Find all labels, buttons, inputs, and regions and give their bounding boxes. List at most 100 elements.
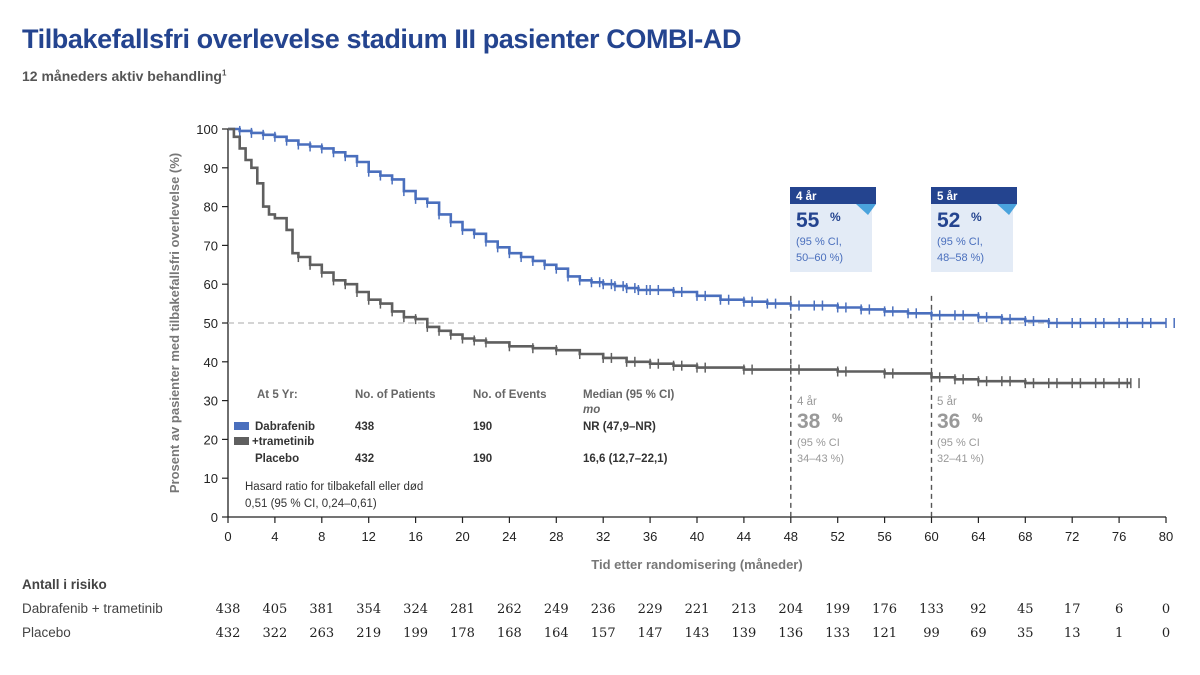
- y-tick-label: 30: [204, 394, 218, 409]
- callout-value: 55: [796, 209, 820, 232]
- risk-table-title: Antall i risiko: [22, 577, 107, 592]
- x-tick-label: 72: [1065, 529, 1079, 544]
- risk-value-dabrafenib: 92: [970, 602, 987, 617]
- x-tick-label: 8: [318, 529, 325, 544]
- y-axis-label: Prosent av pasienter med tilbakefallsfri…: [167, 153, 182, 493]
- risk-value-placebo: 99: [923, 626, 940, 641]
- placebo-label-ci-2: 32–41 %): [937, 453, 984, 465]
- placebo-label-value: 38: [797, 410, 821, 433]
- x-tick-label: 16: [408, 529, 422, 544]
- risk-value-dabrafenib: 249: [544, 602, 569, 617]
- subtitle-text: 12 måneders aktiv behandling: [22, 68, 222, 84]
- y-tick-label: 10: [204, 471, 218, 486]
- risk-value-placebo: 13: [1064, 626, 1081, 641]
- x-tick-label: 76: [1112, 529, 1126, 544]
- callout-ci-1: (95 % CI,: [796, 236, 842, 248]
- callout-5-year: 5 år 52 % (95 % CI, 48–58 %): [931, 187, 1017, 272]
- series-placebo-line: [228, 127, 1131, 385]
- callout-ci-1: (95 % CI,: [937, 236, 983, 248]
- hazard-ratio-line-2: 0,51 (95 % CI, 0,24–0,61): [245, 498, 377, 510]
- risk-row-label-dabrafenib: Dabrafenib + trametinib: [22, 601, 163, 616]
- risk-value-placebo: 35: [1017, 626, 1034, 641]
- x-ticks: 0 4 8 12 16 20 24 28 32 36 40 44 48 52 56 60 64 68 72 76 80: [224, 517, 1173, 544]
- placebo-label-unit: %: [972, 411, 983, 425]
- risk-value-dabrafenib: 229: [638, 602, 663, 617]
- callout-header-bar: [931, 187, 1017, 204]
- x-tick-label: 40: [690, 529, 704, 544]
- page-title: Tilbakefallsfri overlevelse stadium III …: [22, 24, 742, 54]
- x-tick-label: 80: [1159, 529, 1173, 544]
- risk-value-placebo: 133: [825, 626, 850, 641]
- stats-row-placebo-patients: 432: [355, 453, 374, 465]
- placebo-label-5-year: 5 år 36 % (95 % CI 32–41 %): [937, 396, 984, 465]
- y-tick-label: 50: [204, 316, 218, 331]
- placebo-label-unit: %: [832, 411, 843, 425]
- x-tick-label: 52: [830, 529, 844, 544]
- risk-value-placebo: 1: [1115, 626, 1123, 641]
- x-tick-label: 0: [224, 529, 231, 544]
- y-tick-label: 100: [196, 122, 218, 137]
- risk-value-dabrafenib: 45: [1017, 602, 1034, 617]
- risk-value-dabrafenib: 281: [450, 602, 475, 617]
- y-tick-label: 90: [204, 161, 218, 176]
- risk-value-dabrafenib: 204: [778, 602, 803, 617]
- risk-row-label-placebo: Placebo: [22, 625, 71, 640]
- x-tick-label: 28: [549, 529, 563, 544]
- legend-swatch-placebo: [234, 437, 249, 445]
- callout-4-year: 4 år 55 % (95 % CI, 50–60 %): [790, 187, 876, 272]
- placebo-label-ci-1: (95 % CI: [797, 437, 840, 449]
- risk-value-placebo: 432: [216, 626, 241, 641]
- stats-row-placebo-median: 16,6 (12,7–22,1): [583, 453, 668, 465]
- risk-value-placebo: 143: [685, 626, 710, 641]
- risk-value-dabrafenib: 133: [919, 602, 944, 617]
- x-tick-label: 68: [1018, 529, 1032, 544]
- x-tick-label: 12: [361, 529, 375, 544]
- callout-ci-2: 50–60 %): [796, 252, 843, 264]
- risk-value-placebo: 168: [497, 626, 522, 641]
- risk-value-dabrafenib: 213: [731, 602, 756, 617]
- risk-value-dabrafenib: 176: [872, 602, 897, 617]
- risk-value-placebo: 164: [544, 626, 569, 641]
- risk-value-placebo: 178: [450, 626, 475, 641]
- x-tick-label: 60: [924, 529, 938, 544]
- subtitle-reference: 1: [221, 68, 227, 78]
- callout-header-bar: [790, 187, 876, 204]
- stats-row-dabrafenib-label-1: Dabrafenib: [255, 421, 315, 433]
- x-tick-label: 64: [971, 529, 985, 544]
- risk-value-placebo: 69: [970, 626, 987, 641]
- risk-value-dabrafenib: 324: [403, 602, 428, 617]
- callout-header: 5 år: [937, 191, 958, 203]
- callout-value: 52: [937, 209, 960, 232]
- x-tick-label: 20: [455, 529, 469, 544]
- callout-header: 4 år: [796, 191, 817, 203]
- risk-value-placebo: 219: [356, 626, 381, 641]
- callout-unit: %: [830, 210, 841, 224]
- y-ticks: 0 10 20 30 40 50 60 70 80 90 100: [196, 122, 228, 525]
- risk-value-placebo: 263: [309, 626, 334, 641]
- page-subtitle: 12 måneders aktiv behandling1: [22, 68, 226, 84]
- risk-value-dabrafenib: 236: [591, 602, 616, 617]
- risk-value-placebo: 136: [778, 626, 803, 641]
- risk-value-dabrafenib: 262: [497, 602, 522, 617]
- y-tick-label: 70: [204, 238, 218, 253]
- stats-header-median: Median (95 % CI): [583, 389, 675, 401]
- y-tick-label: 40: [204, 355, 218, 370]
- x-tick-label: 44: [737, 529, 751, 544]
- risk-values: 438 405 381 354 324 281 262 249 236 229 221 213 204 1…: [216, 602, 1171, 641]
- callout-ci-2: 48–58 %): [937, 252, 984, 264]
- stats-row-dabrafenib-events: 190: [473, 421, 492, 433]
- x-tick-label: 4: [271, 529, 278, 544]
- risk-value-dabrafenib: 405: [262, 602, 287, 617]
- stats-header-events: No. of Events: [473, 389, 546, 401]
- callout-tab: [856, 204, 876, 215]
- placebo-label-4-year: 4 år 38 % (95 % CI 34–43 %): [797, 396, 844, 465]
- risk-value-dabrafenib: 221: [685, 602, 710, 617]
- stats-row-placebo-events: 190: [473, 453, 492, 465]
- x-tick-label: 24: [502, 529, 516, 544]
- placebo-label-ci-1: (95 % CI: [937, 437, 980, 449]
- y-tick-label: 20: [204, 432, 218, 447]
- callout-tab: [997, 204, 1017, 215]
- risk-value-placebo: 121: [872, 626, 897, 641]
- placebo-label-value: 36: [937, 410, 960, 433]
